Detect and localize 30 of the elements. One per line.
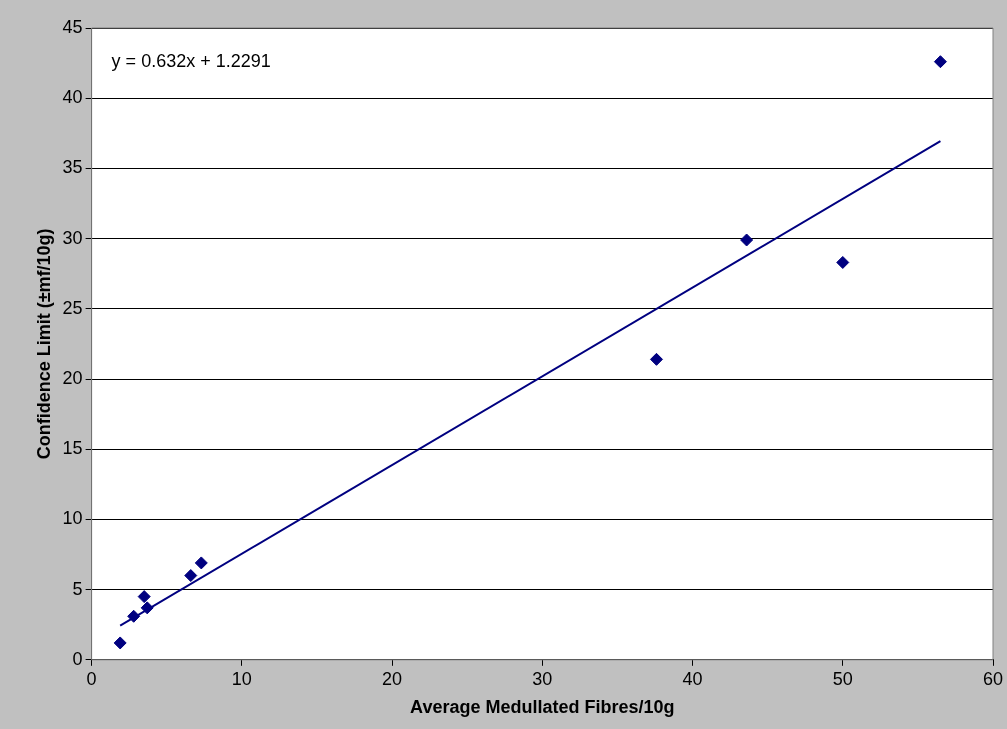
point <box>137 590 151 604</box>
point <box>184 569 198 583</box>
x-tick-label: 0 <box>86 668 97 689</box>
y-tick-label: 0 <box>72 648 83 669</box>
point <box>649 352 663 366</box>
point <box>933 55 947 69</box>
y-tick-label: 30 <box>62 227 83 248</box>
x-tick-label: 10 <box>231 668 252 689</box>
x-tick-label: 20 <box>382 668 403 689</box>
y-tick-label: 5 <box>72 578 83 599</box>
y-tick-label: 10 <box>62 508 83 529</box>
point <box>194 556 208 570</box>
y-tick-label: 25 <box>62 297 83 318</box>
point <box>836 255 850 269</box>
x-tick-label: 30 <box>532 668 553 689</box>
point <box>740 233 754 247</box>
annotation: y = 0.632x + 1.2291 <box>111 50 271 71</box>
y-tick-label: 45 <box>62 16 83 37</box>
point <box>127 609 141 623</box>
point <box>113 636 127 650</box>
y-axis-title: Confidence Limit (±mf/10g) <box>33 228 54 460</box>
y-tick-label: 20 <box>62 367 83 388</box>
x-tick-label: 40 <box>682 668 703 689</box>
x-tick-label: 50 <box>832 668 853 689</box>
y-tick-label: 35 <box>62 157 83 178</box>
point <box>140 601 154 615</box>
x-axis-title: Average Medullated Fibres/10g <box>410 697 675 718</box>
y-tick-label: 40 <box>62 87 83 108</box>
y-tick-label: 15 <box>62 438 83 459</box>
x-tick-label: 60 <box>982 668 1004 689</box>
